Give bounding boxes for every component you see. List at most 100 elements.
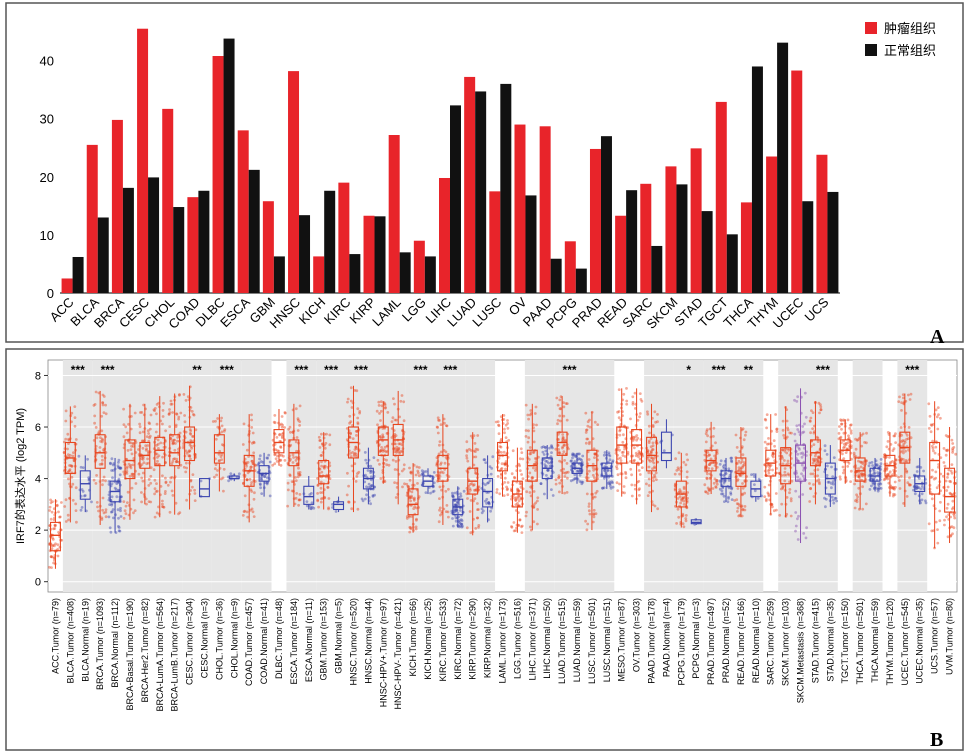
sample-dot — [161, 505, 164, 508]
sample-dot — [317, 505, 320, 509]
sample-dot — [769, 463, 773, 467]
sample-dot — [950, 463, 954, 466]
sample-dot — [279, 458, 283, 462]
sample-dot — [58, 515, 62, 519]
sample-dot — [946, 502, 950, 506]
sample-dot — [214, 437, 218, 441]
sample-dot — [737, 468, 741, 472]
sample-dot — [928, 414, 932, 418]
sample-dot — [334, 510, 338, 513]
sample-dot — [323, 466, 326, 470]
sample-dot — [857, 459, 860, 463]
sample-dot — [802, 468, 805, 472]
sample-dot — [476, 516, 479, 520]
sample-dot — [520, 525, 523, 529]
sample-dot — [132, 511, 135, 515]
sample-dot — [741, 465, 744, 469]
sample-dot — [250, 426, 254, 429]
sample-dot — [512, 496, 516, 500]
sample-dot — [861, 472, 865, 476]
sample-dot — [119, 509, 122, 513]
sample-dot — [517, 524, 521, 527]
significance-marker: *** — [563, 363, 577, 377]
sample-dot — [503, 431, 506, 435]
sample-dot — [319, 500, 323, 504]
sample-dot — [892, 485, 895, 489]
sample-dot — [947, 468, 951, 472]
sample-dot — [100, 440, 104, 444]
sample-dot — [793, 439, 797, 443]
sample-dot — [577, 470, 581, 474]
x-tick-label: CHOL.Tumor (n=36) — [214, 598, 224, 680]
sample-dot — [319, 486, 323, 490]
sample-dot — [542, 445, 545, 448]
sample-dot — [511, 449, 515, 453]
box — [154, 436, 166, 467]
sample-dot — [393, 468, 397, 471]
sample-dot — [812, 443, 816, 446]
sample-dot — [624, 472, 628, 476]
sample-dot — [74, 502, 78, 506]
sample-dot — [838, 436, 842, 440]
sample-dot — [222, 429, 226, 433]
sample-dot — [402, 400, 406, 404]
x-tick-label: HNSC.Tumor (n=520) — [348, 598, 358, 685]
sample-dot — [517, 489, 521, 493]
sample-dot — [184, 449, 188, 453]
sample-dot — [155, 489, 159, 493]
sample-dot — [217, 452, 221, 456]
sample-dot — [673, 472, 677, 476]
sample-dot — [865, 431, 868, 435]
sample-dot — [95, 474, 98, 477]
sample-dot — [798, 477, 802, 481]
sample-dot — [603, 465, 607, 469]
sample-dot — [161, 505, 165, 509]
x-tick-label: GBM.Normal (n=5) — [334, 598, 344, 674]
significance-marker: *** — [354, 363, 368, 377]
sample-dot — [742, 463, 746, 467]
sample-dot — [811, 427, 814, 430]
sample-dot — [70, 475, 74, 479]
sample-dot — [942, 461, 946, 464]
sample-dot — [141, 439, 144, 443]
bar-tumor — [791, 70, 803, 293]
bar-tumor — [413, 240, 425, 293]
sample-dot — [712, 426, 716, 430]
sample-dot — [790, 479, 794, 483]
sample-dot — [480, 507, 484, 511]
sample-dot — [679, 501, 682, 505]
sample-dot — [742, 470, 746, 474]
sample-dot — [436, 426, 439, 429]
sample-dot — [730, 460, 734, 464]
sample-dot — [476, 508, 479, 511]
sample-dot — [951, 442, 955, 445]
bar-tumor — [439, 177, 450, 293]
sample-dot — [417, 466, 421, 469]
sample-dot — [886, 440, 890, 443]
sample-dot — [320, 497, 323, 501]
sample-dot — [156, 442, 160, 446]
sample-dot — [566, 470, 570, 474]
sample-dot — [472, 463, 476, 467]
sample-dot — [267, 453, 271, 457]
sample-dot — [804, 536, 808, 540]
sample-dot — [445, 504, 449, 507]
sample-dot — [260, 475, 263, 479]
sample-dot — [849, 423, 853, 427]
sample-dot — [715, 479, 718, 483]
sample-dot — [410, 494, 413, 498]
sample-dot — [936, 406, 940, 409]
sample-dot — [356, 422, 360, 426]
sample-dot — [102, 511, 106, 515]
sample-dot — [638, 392, 642, 395]
sample-dot — [543, 492, 546, 496]
sample-dot — [783, 467, 787, 470]
sample-dot — [518, 469, 522, 472]
sample-dot — [893, 493, 897, 497]
sample-dot — [250, 465, 253, 469]
sample-dot — [258, 454, 262, 458]
sample-dot — [876, 489, 880, 493]
sample-dot — [249, 465, 253, 469]
sample-dot — [651, 424, 655, 427]
sample-dot — [174, 425, 178, 428]
